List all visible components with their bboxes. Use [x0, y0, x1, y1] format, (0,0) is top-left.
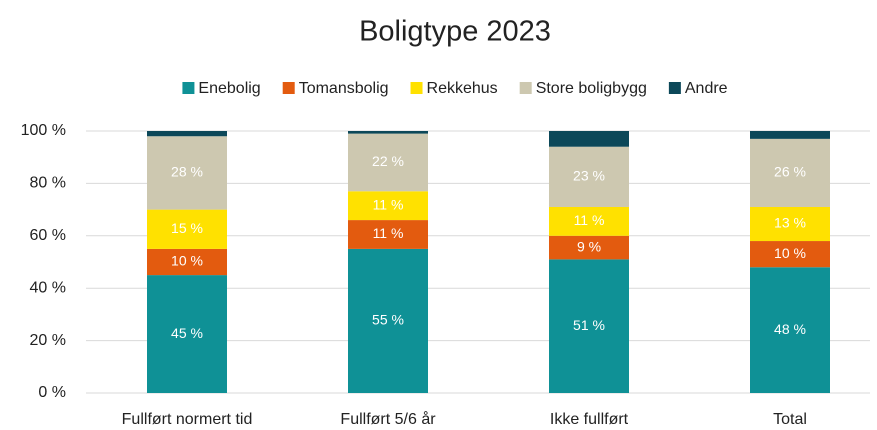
bar-segment	[549, 259, 629, 393]
chart-title: Boligtype 2023	[359, 16, 551, 48]
data-label: 15 %	[171, 220, 203, 236]
bar-segment	[147, 275, 227, 393]
bar-segment	[348, 133, 428, 192]
bar-segment	[750, 241, 830, 268]
bar-segment	[750, 267, 830, 393]
bar-segment	[147, 131, 227, 137]
data-label: 26 %	[774, 164, 806, 180]
bar-segment	[549, 146, 629, 207]
legend-swatch	[282, 82, 295, 94]
legend-label: Enebolig	[198, 80, 260, 97]
y-tick-label: 40 %	[30, 279, 66, 296]
data-label: 11 %	[373, 225, 404, 241]
x-tick-label: Ikke fullført	[550, 411, 629, 428]
legend-label: Andre	[685, 80, 728, 97]
y-tick-label: 60 %	[30, 227, 66, 244]
y-tick-label: 0 %	[38, 384, 66, 401]
data-label: 9 %	[577, 238, 601, 254]
bar-segment	[549, 131, 629, 147]
y-tick-label: 80 %	[30, 175, 66, 192]
legend-label: Store boligbygg	[536, 80, 647, 97]
legend-swatch	[410, 82, 423, 94]
data-label: 11 %	[574, 212, 605, 228]
bar-segment	[549, 235, 629, 260]
data-label: 10 %	[774, 245, 806, 261]
data-label: 48 %	[774, 321, 806, 337]
bar-segment	[549, 206, 629, 236]
legend-swatch	[519, 82, 532, 94]
bar-segment	[348, 220, 428, 249]
bar-segment	[348, 131, 428, 134]
x-tick-label: Total	[773, 411, 807, 428]
data-label: 11 %	[373, 196, 404, 212]
legend: Enebolig Tomansbolig Rekkehus Store boligby…	[182, 80, 728, 97]
data-label: 13 %	[774, 215, 806, 231]
legend-label: Rekkehus	[427, 80, 498, 97]
bar-segment	[147, 136, 227, 210]
bar-segment	[147, 209, 227, 249]
data-label: 22 %	[372, 153, 404, 169]
bar-segment	[750, 131, 830, 139]
data-label: 28 %	[171, 164, 203, 180]
legend-swatch	[182, 82, 195, 94]
x-tick-label: Fullført 5/6 år	[340, 410, 436, 428]
data-label: 55 %	[372, 312, 404, 328]
data-label: 23 %	[573, 168, 605, 184]
bar-segment	[348, 248, 428, 393]
bar-segment	[750, 206, 830, 242]
data-label: 45 %	[171, 325, 203, 341]
legend-swatch	[668, 82, 681, 94]
data-label: 10 %	[171, 253, 203, 269]
x-tick-label: Fullført normert tid	[122, 411, 253, 428]
y-tick-label: 20 %	[30, 332, 66, 349]
bar-segment	[348, 191, 428, 221]
legend-label: Tomansbolig	[299, 80, 389, 97]
bar-segment	[147, 248, 227, 276]
y-tick-label: 100 %	[21, 122, 66, 139]
bar-segment	[750, 138, 830, 207]
data-label: 51 %	[573, 317, 605, 333]
